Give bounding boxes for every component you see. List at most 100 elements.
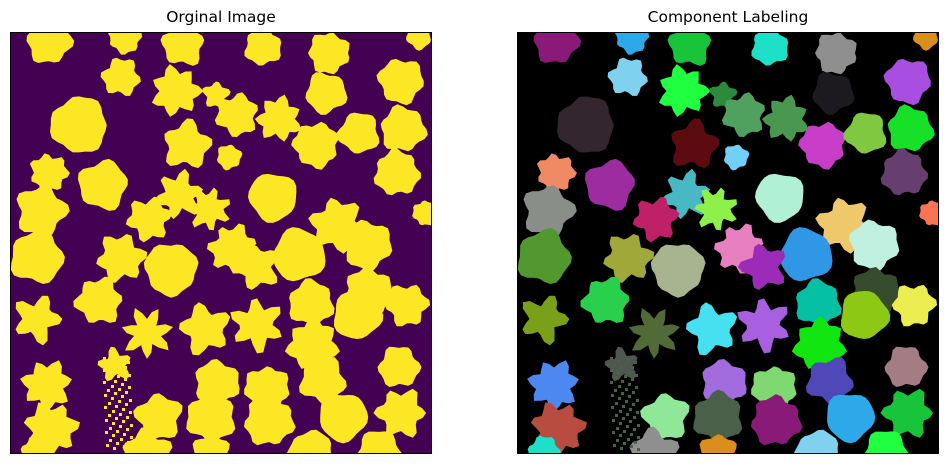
original-speckle xyxy=(118,388,121,391)
original-blob xyxy=(244,33,282,66)
labeled-blob xyxy=(650,244,706,298)
labeled-speckle xyxy=(630,445,633,448)
original-blob xyxy=(230,243,279,290)
original-blob xyxy=(248,173,297,223)
original-blob xyxy=(164,118,213,169)
labeled-speckle xyxy=(619,410,622,413)
original-speckle xyxy=(127,441,130,444)
original-blob xyxy=(20,360,72,412)
original-speckle xyxy=(115,417,118,420)
original-speckle xyxy=(108,402,111,405)
labeled-speckle xyxy=(628,371,631,374)
labeled-blob xyxy=(584,158,635,211)
original-speckle xyxy=(103,369,106,372)
original-blob xyxy=(217,144,243,171)
original-speckle xyxy=(114,380,117,383)
labeled-blob xyxy=(883,58,931,106)
original-speckle xyxy=(122,408,125,411)
labeled-speckle xyxy=(632,403,635,406)
original-blob xyxy=(11,227,65,284)
original-speckle xyxy=(130,448,133,451)
original-blob xyxy=(320,394,369,444)
original-speckle xyxy=(115,405,118,408)
component-labeling-canvas xyxy=(517,32,939,454)
original-speckle xyxy=(111,385,114,388)
labeled-blob xyxy=(737,243,786,290)
labeled-blob xyxy=(632,196,680,243)
labeled-speckle xyxy=(633,416,636,419)
labeled-speckle xyxy=(615,402,618,405)
original-blob xyxy=(373,388,427,438)
labeled-speckle xyxy=(611,406,614,409)
labeled-blob xyxy=(737,298,789,354)
labeled-speckle xyxy=(610,357,613,360)
original-speckle xyxy=(113,447,116,450)
original-blob xyxy=(230,298,282,354)
labeled-blob xyxy=(527,360,579,412)
labeled-blob xyxy=(667,33,712,66)
original-speckle xyxy=(107,377,110,380)
labeled-blob xyxy=(812,72,855,115)
labeled-speckle xyxy=(636,399,639,402)
original-speckle xyxy=(112,410,115,413)
labeled-speckle xyxy=(625,400,628,403)
original-speckle xyxy=(117,375,120,378)
original-blob xyxy=(272,227,326,282)
original-blob xyxy=(357,431,402,453)
labeled-blob xyxy=(891,284,938,327)
labeled-blob xyxy=(884,346,929,387)
original-blob xyxy=(341,219,393,272)
labeled-speckle xyxy=(627,438,630,441)
labeled-speckle xyxy=(636,411,639,414)
original-blob xyxy=(286,429,332,453)
labeled-blob xyxy=(791,316,847,371)
original-blob xyxy=(244,394,296,446)
labeled-speckle xyxy=(629,420,632,423)
labeled-blob xyxy=(864,431,909,453)
labeled-blob xyxy=(721,92,765,137)
labeled-blob xyxy=(527,435,561,453)
labeled-speckle xyxy=(610,369,613,372)
labeled-speckle xyxy=(623,430,626,433)
original-speckle xyxy=(112,422,115,425)
original-blob xyxy=(377,346,422,387)
labeled-speckle xyxy=(618,385,621,388)
original-speckle xyxy=(124,378,127,381)
original-blob xyxy=(20,435,54,453)
original-speckle xyxy=(110,372,113,375)
original-blob xyxy=(143,244,199,298)
original-speckle xyxy=(128,374,131,377)
original-speckle xyxy=(121,371,124,374)
labeled-blob xyxy=(841,291,891,339)
labeled-speckle xyxy=(630,433,633,436)
original-speckle xyxy=(103,381,106,384)
labeled-blob xyxy=(628,308,681,359)
original-blob xyxy=(179,302,231,356)
labeled-blob xyxy=(693,389,743,443)
original-speckle xyxy=(109,439,112,442)
labeled-blob xyxy=(761,94,809,142)
labeled-blob xyxy=(827,394,876,444)
labeled-speckle xyxy=(632,391,635,394)
labeled-blob xyxy=(913,33,938,51)
original-speckle xyxy=(129,399,132,402)
original-blob xyxy=(122,426,173,453)
original-blob xyxy=(254,94,302,142)
labeled-speckle xyxy=(621,380,624,383)
original-blob xyxy=(100,57,141,96)
labeled-blob xyxy=(919,200,938,226)
original-blob xyxy=(77,158,128,211)
original-blob xyxy=(16,185,70,237)
original-speckle xyxy=(130,436,133,439)
labeled-speckle xyxy=(619,422,622,425)
original-speckle xyxy=(116,442,119,445)
labeled-blob xyxy=(751,394,803,446)
original-speckle xyxy=(130,424,133,427)
original-blob xyxy=(305,72,348,115)
original-speckle xyxy=(114,392,117,395)
labeled-blob xyxy=(751,33,789,66)
original-blob xyxy=(384,284,431,327)
original-speckle xyxy=(106,364,109,367)
original-blob xyxy=(125,196,173,243)
labeled-speckle xyxy=(620,367,623,370)
